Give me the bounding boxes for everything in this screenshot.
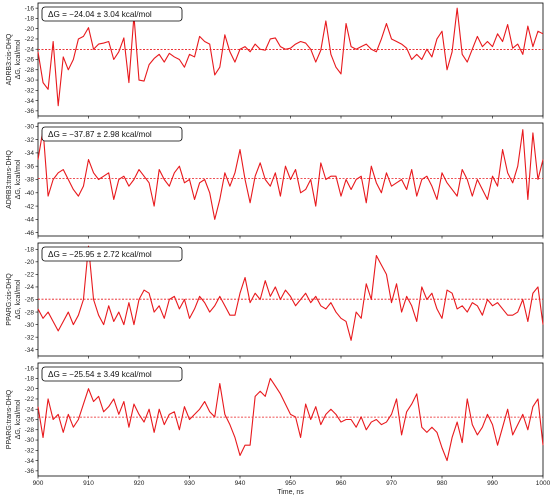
y-tick-label: -18 (25, 16, 35, 23)
y-tick-label: -22 (25, 396, 35, 403)
y-tick-label: -38 (25, 177, 35, 184)
panel-3: -34 -32 -30 -28 -26 -24 -22 -20 -18 PPARG:cis-DH… (6, 242, 544, 357)
y-tick-label: -36 (25, 468, 35, 475)
y-tick-label: -24 (25, 46, 35, 53)
y-axis-ticks-4: -36 -34 -32 -30 -28 -26 -24 -22 -20 -18 -16 (25, 365, 38, 475)
row-label-4: PPARG:trans-DHQ (6, 389, 13, 449)
y-tick-label: -22 (25, 272, 35, 279)
x-tick-label: 940 (235, 480, 246, 487)
y-tick-label: -20 (25, 386, 35, 393)
y-tick-label: -18 (25, 246, 35, 253)
y-tick-label: -42 (25, 203, 35, 210)
y-tick-label: -26 (25, 57, 35, 64)
y-tick-label: -36 (25, 108, 35, 115)
y-tick-label: -32 (25, 334, 35, 341)
y-tick-label: -28 (25, 67, 35, 74)
y-tick-label: -22 (25, 36, 35, 43)
y-tick-label: -16 (25, 365, 35, 372)
y-tick-label: -16 (25, 5, 35, 12)
series-line-1 (37, 7, 544, 107)
row-label-1: ADRB3:cis-DHQ (6, 33, 13, 85)
x-tick-label: 930 (184, 480, 195, 487)
y-axis-label-2: ΔG, kcal/mol (15, 159, 22, 199)
x-tick-label: 970 (386, 480, 397, 487)
annotation-4: ΔG = −25.54 ± 3.49 kcal/mol (48, 370, 152, 379)
x-tick-label: 960 (336, 480, 347, 487)
y-tick-label: -30 (25, 322, 35, 329)
y-axis-ticks-1: -36 -34 -32 -30 -28 -26 -24 -22 -20 -18 -16 (25, 5, 38, 115)
y-tick-label: -34 (25, 150, 35, 157)
y-tick-label: -46 (25, 230, 35, 237)
y-tick-label: -28 (25, 309, 35, 316)
y-tick-label: -28 (25, 427, 35, 434)
series-line-4 (37, 377, 544, 462)
x-tick-label: 910 (83, 480, 94, 487)
x-tick-label: 950 (285, 480, 296, 487)
x-axis-label: Time, ns (277, 489, 304, 496)
y-tick-label: -32 (25, 137, 35, 144)
x-tick-label: 900 (33, 480, 44, 487)
panel-4: -36 -34 -32 -30 -28 -26 -24 -22 -20 -18 -16 PPARG:… (6, 362, 544, 477)
x-tick-label: 980 (437, 480, 448, 487)
y-axis-label-4: ΔG, kcal/mol (15, 399, 22, 439)
y-tick-label: -32 (25, 88, 35, 95)
annotation-box-2 (41, 126, 183, 142)
y-tick-label: -36 (25, 163, 35, 170)
y-tick-label: -30 (25, 124, 35, 131)
x-tick-label: 920 (134, 480, 145, 487)
y-tick-label: -40 (25, 190, 35, 197)
annotation-box-3 (41, 246, 183, 262)
y-axis-label-3: ΔG, kcal/mol (15, 279, 22, 319)
y-tick-label: -26 (25, 417, 35, 424)
panel-2: -46 -44 -42 -40 -38 -36 -34 -32 -30 ADRB3:trans-… (6, 122, 544, 237)
y-tick-label: -34 (25, 347, 35, 354)
annotation-box-4 (41, 366, 183, 382)
y-tick-label: -30 (25, 437, 35, 444)
series-line-3 (37, 245, 544, 341)
y-axis-ticks-3: -34 -32 -30 -28 -26 -24 -22 -20 -18 (25, 246, 38, 354)
x-axis-ticks: 900 910 920 930 940 950 960 970 980 990 1000 (33, 116, 550, 487)
row-label-3: PPARG:cis-DHQ (6, 273, 13, 326)
annotation-3: ΔG = −25.95 ± 2.72 kcal/mol (48, 250, 152, 259)
panel-1: -36 -34 -32 -30 -28 -26 -24 -22 -20 -18 -16 ADRB3:… (6, 2, 544, 117)
y-tick-label: -34 (25, 98, 35, 105)
y-tick-label: -24 (25, 284, 35, 291)
annotation-2: ΔG = −37.87 ± 2.98 kcal/mol (48, 130, 152, 139)
y-tick-label: -18 (25, 376, 35, 383)
y-tick-label: -26 (25, 297, 35, 304)
y-tick-label: -24 (25, 406, 35, 413)
y-tick-label: -20 (25, 26, 35, 33)
annotation-1: ΔG = −24.04 ± 3.04 kcal/mol (48, 10, 152, 19)
row-label-2: ADRB3:trans-DHQ (6, 150, 13, 209)
annotation-box-1 (41, 6, 183, 22)
y-axis-label-1: ΔG, kcal/mol (15, 39, 22, 79)
y-tick-label: -44 (25, 217, 35, 224)
y-tick-label: -34 (25, 458, 35, 465)
x-tick-label: 990 (487, 480, 498, 487)
x-tick-label: 1000 (536, 480, 550, 487)
y-axis-ticks-2: -46 -44 -42 -40 -38 -36 -34 -32 -30 (25, 124, 38, 237)
y-tick-label: -30 (25, 77, 35, 84)
series-line-2 (37, 129, 544, 220)
y-tick-label: -32 (25, 448, 35, 455)
y-tick-label: -20 (25, 259, 35, 266)
